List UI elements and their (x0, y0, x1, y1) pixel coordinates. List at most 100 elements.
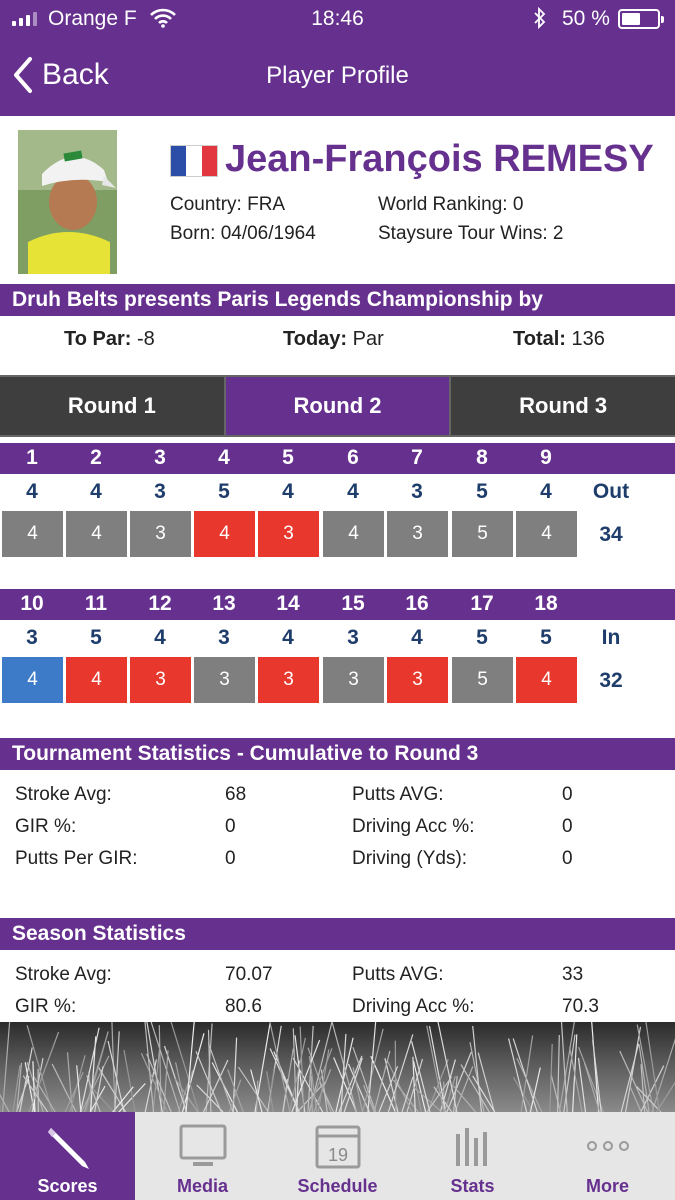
front_nine-total-label: Out (592, 480, 630, 503)
hole-number: 11 (84, 592, 108, 615)
carrier-name: Orange F (48, 7, 137, 30)
clock: 18:46 (311, 7, 364, 30)
hole-score: 4 (2, 511, 63, 557)
stat-label: Putts Per GIR: (15, 848, 138, 869)
chevron-left-icon (14, 57, 32, 93)
hole-number: 9 (540, 446, 552, 469)
page-title: Player Profile (266, 62, 409, 89)
hole-number: 3 (154, 446, 166, 469)
hole-score: 4 (323, 511, 384, 557)
hole-par: 5 (540, 626, 552, 649)
hole-number: 8 (476, 446, 488, 469)
nav-bar: Back Player Profile (0, 38, 675, 116)
stat-value: 0 (225, 816, 236, 837)
back-button[interactable]: Back (12, 56, 109, 94)
stat-label: Driving (Yds): (352, 848, 468, 869)
player-name: Jean-François REMESY (225, 138, 654, 180)
tab-schedule[interactable]: 19 Schedule (270, 1112, 405, 1200)
stat-label: Driving Acc %: (352, 996, 475, 1017)
tab-more[interactable]: More (540, 1112, 675, 1200)
season-stats-title: Season Statistics (0, 918, 675, 950)
battery-icon (618, 9, 664, 29)
hole-number: 13 (212, 592, 236, 615)
bluetooth-icon (534, 7, 546, 29)
hole-par: 5 (90, 626, 102, 649)
player-photo (18, 130, 117, 274)
hole-score: 3 (387, 511, 448, 557)
stat-value: 70.3 (562, 996, 599, 1017)
player-country: Country: FRA (170, 194, 286, 215)
grass-banner-image (0, 1022, 675, 1112)
battery-percent: 50 % (562, 7, 610, 30)
total-value: 136 (571, 328, 605, 350)
today: Today: Par (283, 328, 384, 351)
hole-par: 3 (154, 480, 166, 503)
player-wins: Staysure Tour Wins: 2 (378, 223, 564, 244)
signal-icon (12, 12, 37, 26)
hole-score: 4 (66, 657, 127, 703)
hole-par: 4 (154, 626, 166, 649)
back_nine-hole-header (0, 589, 675, 620)
stat-value: 70.07 (225, 964, 273, 985)
event-title: Druh Belts presents Paris Legends Champi… (0, 284, 675, 316)
hole-score: 3 (387, 657, 448, 703)
to-par-label: To Par: (64, 328, 132, 350)
hole-par: 5 (476, 626, 488, 649)
hole-number: 14 (276, 592, 300, 615)
bar-chart-icon (455, 1128, 487, 1166)
today-value: Par (352, 328, 384, 350)
hole-par: 3 (218, 626, 230, 649)
monitor-icon (179, 1124, 226, 1166)
tab-round-1[interactable]: Round 1 (0, 377, 224, 435)
hole-par: 4 (411, 626, 423, 649)
stat-value: 33 (562, 964, 584, 985)
hole-score: 5 (452, 511, 513, 557)
hole-score: 3 (258, 511, 319, 557)
hole-par: 3 (347, 626, 359, 649)
hole-number: 2 (90, 446, 102, 469)
stat-label: Stroke Avg: (15, 784, 112, 805)
stat-value: 68 (225, 784, 247, 805)
to-par: To Par: -8 (64, 328, 155, 351)
tab-media[interactable]: Media (135, 1112, 270, 1200)
stat-label: GIR %: (15, 816, 77, 837)
stat-label: Putts AVG: (352, 784, 444, 805)
tab-stats[interactable]: Stats (405, 1112, 540, 1200)
hole-score: 4 (194, 511, 255, 557)
hole-number: 16 (405, 592, 429, 615)
stat-label: Driving Acc %: (352, 816, 475, 837)
hole-score: 3 (194, 657, 255, 703)
back_nine-total: 32 (599, 669, 623, 692)
hole-score: 3 (130, 511, 191, 557)
hole-score: 3 (130, 657, 191, 703)
bottom-tab-bar: Scores Media 19 Schedule Stats More (0, 1112, 675, 1200)
tab-scores-label: Scores (37, 1176, 98, 1196)
to-par-value: -8 (136, 328, 155, 350)
stat-value: 0 (562, 816, 573, 837)
hole-par: 4 (90, 480, 102, 503)
hole-number: 18 (534, 592, 558, 615)
hole-par: 4 (347, 480, 359, 503)
total: Total: 136 (513, 328, 605, 351)
hole-par: 3 (411, 480, 423, 503)
tab-media-label: Media (176, 1176, 228, 1196)
tab-round-2[interactable]: Round 2 (225, 377, 450, 435)
tournament-stats-title: Tournament Statistics - Cumulative to Ro… (0, 738, 675, 770)
tab-stats-label: Stats (450, 1176, 495, 1196)
hole-score: 4 (66, 511, 127, 557)
calendar-icon: 19 (315, 1125, 360, 1169)
hole-number: 7 (411, 446, 423, 469)
hole-number: 5 (282, 446, 294, 469)
back_nine-total-label: In (601, 626, 621, 649)
hole-par: 4 (282, 626, 294, 649)
hole-par: 5 (218, 480, 230, 503)
hole-par: 5 (476, 480, 488, 503)
front_nine-total: 34 (599, 523, 623, 546)
tab-round-3[interactable]: Round 3 (451, 377, 675, 435)
tab-scores[interactable]: Scores (0, 1112, 135, 1200)
stat-value: 80.6 (225, 996, 262, 1017)
hole-number: 4 (218, 446, 230, 469)
hole-score: 3 (258, 657, 319, 703)
hole-number: 1 (26, 446, 38, 469)
hole-score: 4 (516, 657, 577, 703)
